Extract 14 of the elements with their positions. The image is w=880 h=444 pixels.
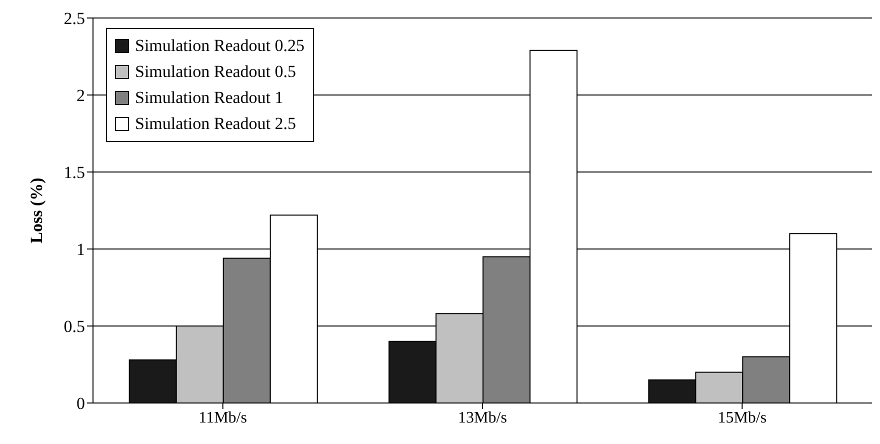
x-tick-label: 13Mb/s [458, 409, 507, 426]
y-tick-label: 1 [76, 240, 85, 260]
x-tick-label: 15Mb/s [718, 409, 767, 426]
legend-label: Simulation Readout 2.5 [135, 113, 296, 135]
y-tick-label: 0.5 [64, 317, 85, 336]
y-tick-label: 1.5 [64, 163, 85, 182]
legend-label: Simulation Readout 0.5 [135, 61, 296, 83]
y-tick-label: 0 [76, 394, 85, 414]
y-tick-label: 2 [76, 86, 85, 106]
y-tick-label: 2.5 [64, 9, 85, 28]
legend-label: Simulation Readout 0.25 [135, 35, 305, 57]
legend-label: Simulation Readout 1 [135, 87, 284, 109]
x-tick-label: 11Mb/s [198, 409, 247, 426]
y-axis-title: Loss (%) [27, 178, 46, 244]
